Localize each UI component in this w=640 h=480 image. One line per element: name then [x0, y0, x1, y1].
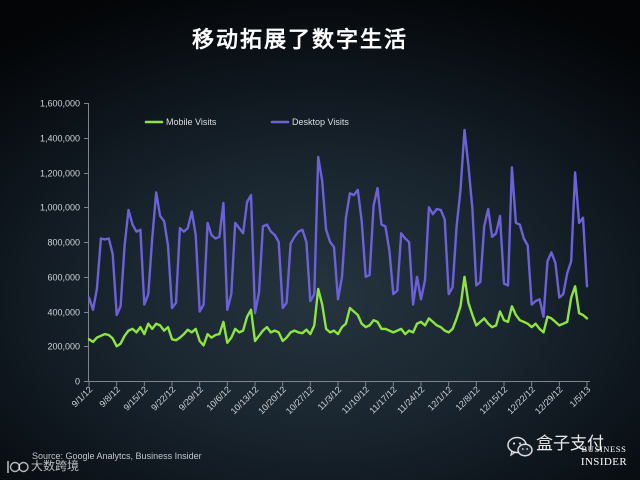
x-tick-label: 9/1/12	[70, 384, 95, 409]
x-tick-label: 12/1/12	[426, 384, 454, 412]
business-insider-logo: BUSINESS INSIDER	[574, 444, 634, 469]
legend-item-desktop-visits: Desktop Visits	[270, 117, 349, 127]
y-tick-label: 400,000	[47, 308, 80, 318]
corner-watermark-text: 大数跨境	[31, 459, 80, 473]
y-tick-label: 1,200,000	[40, 169, 80, 179]
x-tick-label: 9/22/12	[149, 384, 177, 412]
source-note: Source: Google Analytcs, Business Inside…	[32, 451, 202, 461]
legend-label: Mobile Visits	[166, 117, 217, 127]
watermark-text: 盒子支付	[536, 434, 604, 454]
x-tick-label: 11/24/12	[395, 384, 426, 415]
x-tick-label: 11/17/12	[367, 384, 398, 415]
legend-label: Desktop Visits	[292, 117, 349, 127]
x-tick-label: 10/27/12	[284, 384, 316, 416]
x-tick-label: 12/15/12	[478, 384, 510, 416]
y-tick-label: 800,000	[47, 238, 80, 248]
y-tick-label: 200,000	[47, 342, 80, 352]
x-tick-label: 9/15/12	[121, 384, 149, 412]
x-tick-label: 11/10/12	[340, 384, 371, 415]
y-tick-label: 0	[75, 377, 80, 387]
y-tick-label: 600,000	[47, 273, 80, 283]
wechat-icon	[507, 436, 533, 457]
x-tick-label: 9/8/12	[97, 384, 122, 409]
x-tick-label: 12/29/12	[533, 384, 565, 416]
series-group	[87, 128, 589, 348]
y-tick-label: 1,000,000	[40, 203, 80, 213]
x-tick-label: 10/13/12	[229, 384, 261, 416]
y-tick-label: 1,400,000	[40, 134, 80, 144]
x-tick-label: 12/22/12	[505, 384, 537, 416]
desktop-visits-line	[87, 128, 589, 318]
legend-item-mobile-visits: Mobile Visits	[144, 117, 217, 127]
logo-line-2: INSIDER	[580, 456, 628, 468]
y-tick-label: 1,600,000	[40, 99, 80, 109]
logo-line-1: BUSINESS	[581, 444, 627, 454]
x-tick-label: 9/29/12	[177, 384, 205, 412]
x-tick-label: 10/20/12	[256, 384, 288, 416]
dashu-logo-icon	[7, 461, 29, 473]
legend: Mobile Visits Desktop Visits	[144, 117, 349, 127]
chart-title: 移动拓展了数字生活	[191, 28, 408, 53]
x-tick-label: 1/5/13	[568, 384, 593, 409]
mobile-visits-line	[87, 275, 589, 348]
